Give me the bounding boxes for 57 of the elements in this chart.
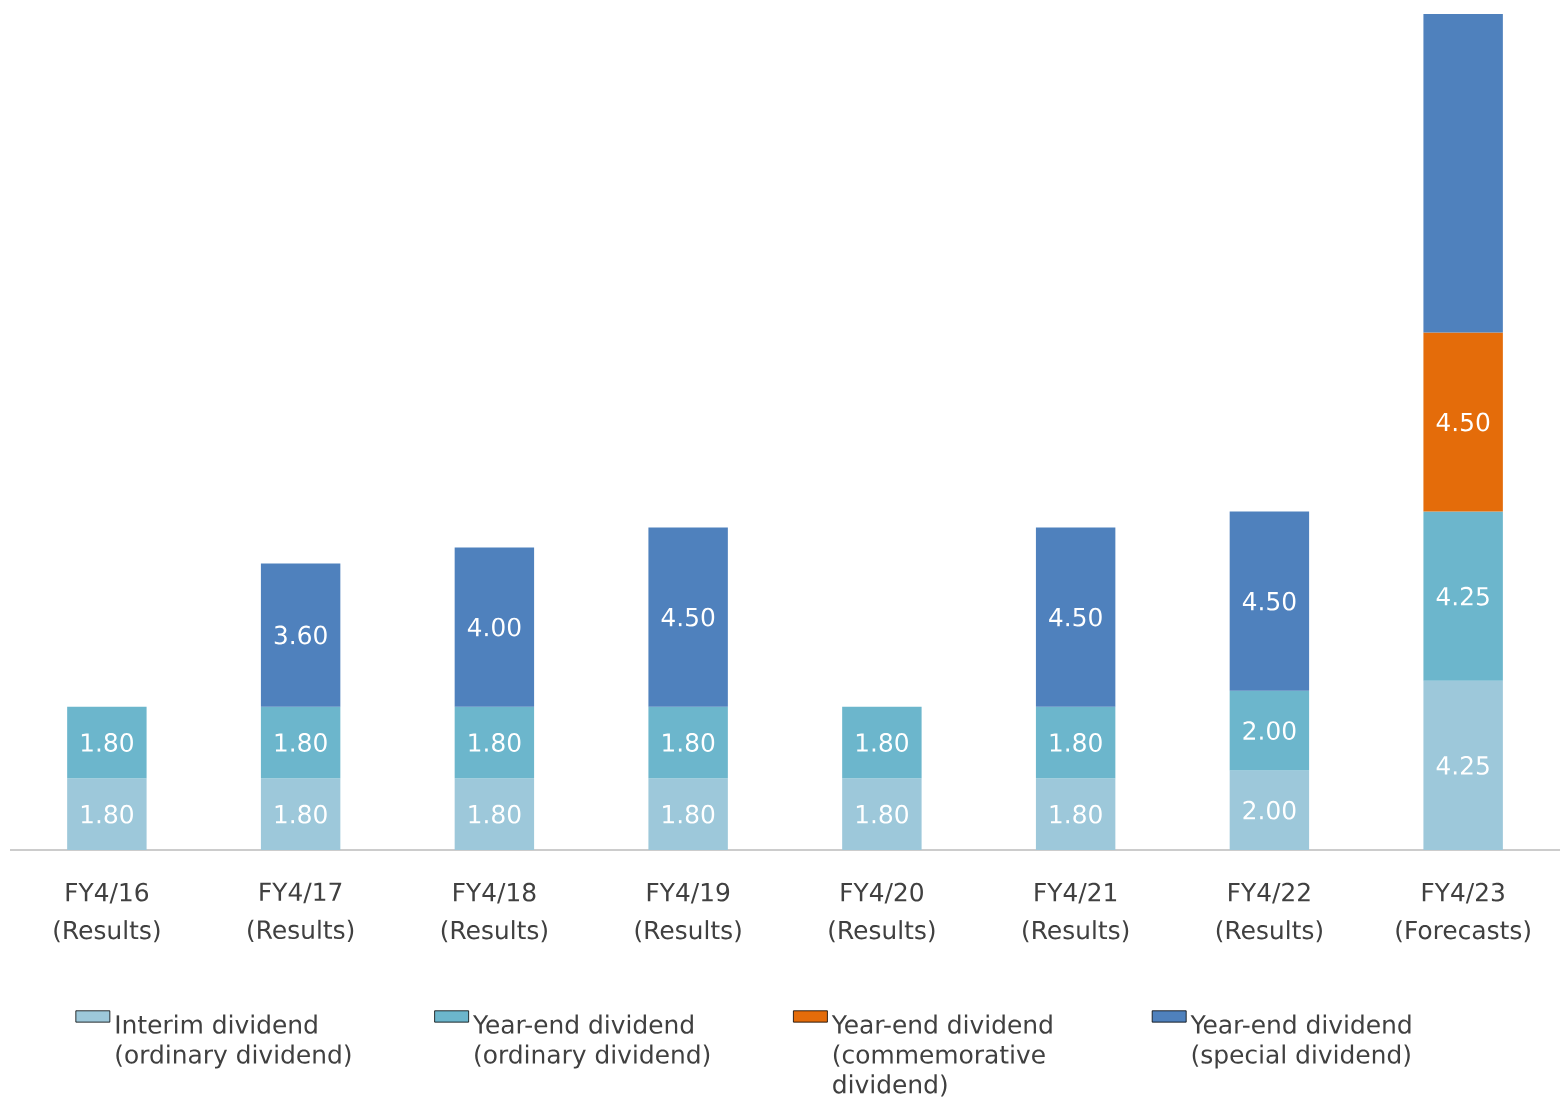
legend-label: Year-end dividend (commemorative dividend) [831, 1014, 1052, 1097]
data-label: 1.80 [1050, 804, 1102, 824]
x-tick-label: FY4/22 (Results) [1216, 882, 1322, 943]
bar [1423, 511, 1503, 681]
bar [67, 706, 147, 779]
bar [1035, 706, 1116, 779]
bar [1229, 511, 1310, 691]
x-tick-label: FY4/19 (Results) [635, 882, 741, 943]
legend-label: Interim dividend (ordinary dividend) [116, 1014, 351, 1069]
bar [842, 778, 922, 851]
bar [1423, 680, 1503, 851]
data-label: 1.80 [663, 733, 715, 752]
data-label: 1.80 [275, 804, 327, 824]
bar [1035, 778, 1116, 851]
bar [1423, 13, 1503, 333]
bar [1423, 332, 1503, 512]
data-label: 4.00 [467, 617, 521, 637]
x-tick-label: FY4/21 (Results) [1023, 882, 1129, 943]
bar [842, 706, 922, 779]
x-tick-label: FY4/18 (Results) [441, 882, 547, 943]
x-tick-label: FY4/16 (Results) [54, 882, 160, 943]
data-label: 2.00 [1243, 721, 1296, 740]
x-tick-label: FY4/23 (Forecasts) [1396, 882, 1530, 943]
data-label: 4.50 [661, 607, 715, 627]
data-label: 1.80 [469, 733, 521, 752]
data-label: 3.60 [274, 625, 327, 645]
x-tick-label: FY4/17 (Results) [248, 882, 354, 942]
data-label: 2.00 [1243, 800, 1296, 820]
legend-label: Year-end dividend (ordinary dividend) [472, 1014, 710, 1069]
data-label: 4.50 [1242, 591, 1296, 611]
bar [454, 706, 535, 779]
data-label: 4.50 [1436, 412, 1490, 432]
bar [1035, 527, 1116, 707]
data-label: 1.80 [856, 733, 908, 752]
bar [454, 778, 535, 851]
data-label: 4.25 [1436, 586, 1489, 606]
bar [1229, 770, 1310, 851]
legend-label: Year-end dividend (special dividend) [1190, 1014, 1411, 1069]
data-label: 4.50 [1049, 607, 1102, 627]
data-label: 1.80 [856, 804, 908, 824]
data-label: 1.80 [81, 804, 133, 824]
bar [648, 527, 728, 707]
data-label: 1.80 [663, 804, 715, 824]
data-label: 1.80 [275, 733, 327, 752]
data-label: 1.80 [1050, 733, 1102, 752]
data-label: 1.80 [469, 804, 521, 824]
bar [260, 706, 341, 779]
bar [648, 706, 728, 779]
bar [67, 778, 147, 851]
bar [648, 778, 728, 851]
bar [1229, 690, 1310, 771]
bar [260, 778, 341, 851]
data-label: 4.25 [1436, 755, 1489, 775]
bar [260, 563, 341, 707]
bar [454, 547, 535, 707]
x-tick-label: FY4/20 (Results) [829, 882, 935, 943]
data-label: 1.80 [81, 733, 133, 752]
